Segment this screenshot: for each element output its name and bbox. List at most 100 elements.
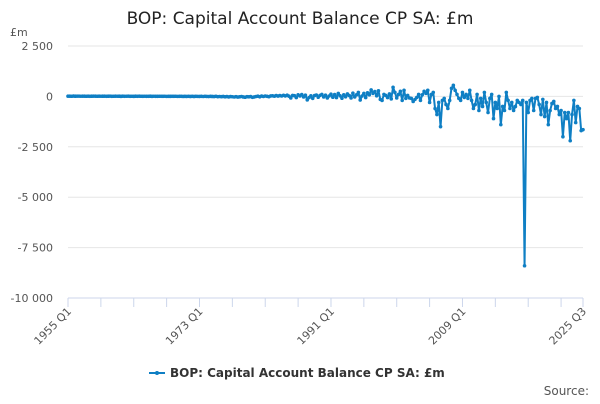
data-point[interactable] [453, 88, 457, 93]
data-point[interactable] [544, 100, 549, 105]
data-point[interactable] [531, 108, 536, 113]
data-point[interactable] [509, 100, 514, 105]
data-point[interactable] [369, 88, 373, 92]
data-point[interactable] [504, 90, 509, 95]
data-point[interactable] [455, 92, 459, 97]
data-point[interactable] [497, 94, 501, 99]
data-point[interactable] [398, 89, 403, 94]
data-point[interactable] [495, 106, 499, 111]
data-point[interactable] [530, 96, 534, 101]
data-point[interactable] [520, 98, 525, 103]
data-point[interactable] [396, 92, 401, 97]
data-point[interactable] [310, 96, 315, 101]
data-point[interactable] [493, 100, 498, 105]
data-point[interactable] [294, 95, 299, 100]
data-point[interactable] [447, 98, 452, 103]
data-point[interactable] [289, 96, 293, 100]
data-point[interactable] [427, 100, 432, 105]
data-point[interactable] [356, 90, 361, 95]
data-point[interactable] [394, 96, 399, 100]
data-point[interactable] [546, 122, 551, 127]
data-point[interactable] [458, 98, 463, 103]
data-point[interactable] [409, 96, 414, 101]
data-point[interactable] [471, 106, 476, 111]
data-point[interactable] [551, 99, 556, 104]
data-point[interactable] [566, 110, 571, 115]
data-point[interactable] [444, 102, 448, 107]
data-point[interactable] [374, 94, 379, 98]
data-point[interactable] [524, 100, 529, 105]
data-point[interactable] [466, 96, 470, 101]
data-point[interactable] [420, 92, 425, 97]
data-point[interactable] [511, 108, 516, 113]
data-point[interactable] [363, 95, 368, 100]
data-point[interactable] [475, 92, 479, 97]
data-point[interactable] [508, 106, 512, 111]
data-point[interactable] [539, 112, 543, 117]
data-point[interactable] [473, 102, 478, 107]
data-point[interactable] [433, 106, 437, 111]
data-point[interactable] [303, 93, 308, 97]
data-point[interactable] [478, 96, 483, 101]
data-point[interactable] [438, 124, 443, 129]
legend[interactable]: BOP: Capital Account Balance CP SA: £m [149, 366, 445, 380]
data-point[interactable] [484, 100, 489, 105]
data-point[interactable] [436, 100, 441, 105]
data-point[interactable] [323, 93, 328, 97]
data-point[interactable] [519, 102, 523, 107]
data-point[interactable] [391, 85, 395, 90]
data-point[interactable] [480, 104, 485, 109]
data-point[interactable] [418, 98, 423, 103]
data-point[interactable] [572, 98, 576, 103]
legend-label[interactable]: BOP: Capital Account Balance CP SA: £m [170, 366, 445, 380]
data-point[interactable] [522, 263, 527, 268]
data-point[interactable] [425, 88, 430, 93]
data-point[interactable] [477, 108, 481, 113]
data-point[interactable] [559, 108, 563, 113]
data-point[interactable] [449, 86, 454, 91]
data-point[interactable] [415, 95, 419, 100]
data-point[interactable] [537, 102, 541, 107]
data-point[interactable] [405, 93, 410, 98]
data-point[interactable] [376, 88, 381, 93]
data-point[interactable] [351, 91, 355, 95]
data-point[interactable] [442, 96, 447, 101]
data-point[interactable] [561, 134, 565, 139]
data-point[interactable] [460, 90, 465, 95]
data-point[interactable] [500, 104, 505, 109]
data-point[interactable] [435, 112, 439, 117]
data-point[interactable] [568, 138, 573, 143]
data-point[interactable] [402, 88, 406, 93]
data-point[interactable] [389, 97, 394, 101]
data-point[interactable] [424, 91, 428, 96]
data-point[interactable] [464, 92, 468, 97]
data-point[interactable] [482, 90, 487, 95]
data-point[interactable] [451, 83, 456, 88]
data-point[interactable] [491, 116, 496, 121]
data-point[interactable] [431, 90, 436, 95]
data-point[interactable] [462, 95, 467, 100]
data-point[interactable] [499, 122, 503, 127]
data-point[interactable] [416, 92, 421, 97]
data-point[interactable] [362, 91, 366, 96]
data-point[interactable] [526, 110, 531, 115]
data-point[interactable] [380, 98, 384, 103]
data-point[interactable] [367, 92, 372, 97]
data-point[interactable] [446, 106, 450, 111]
data-point[interactable] [340, 96, 344, 101]
data-point[interactable] [562, 110, 567, 115]
data-point[interactable] [548, 108, 552, 113]
data-point[interactable] [570, 112, 574, 117]
data-point[interactable] [467, 88, 472, 93]
data-point[interactable] [331, 95, 335, 100]
data-point[interactable] [385, 95, 390, 100]
data-point[interactable] [542, 114, 547, 119]
data-point[interactable] [564, 116, 569, 121]
data-point[interactable] [488, 96, 492, 101]
data-point[interactable] [541, 97, 545, 102]
data-point[interactable] [360, 94, 364, 98]
data-point[interactable] [573, 120, 578, 125]
data-point[interactable] [555, 104, 560, 109]
data-point[interactable] [502, 108, 507, 113]
data-point[interactable] [393, 90, 397, 95]
